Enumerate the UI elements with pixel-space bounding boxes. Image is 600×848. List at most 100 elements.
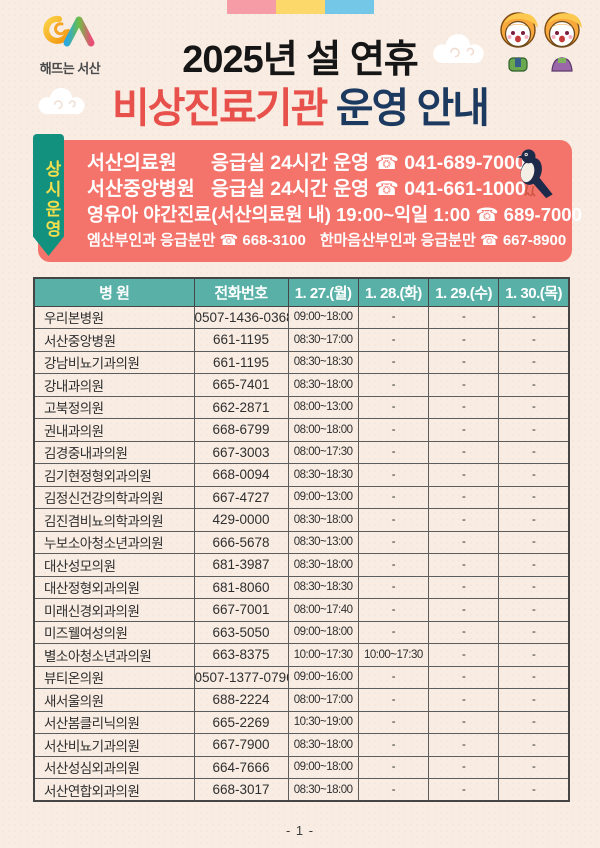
table-row: 서산성심외과의원 664-7666 09:00~18:00- - - (33, 755, 570, 779)
hours-cell: 09:00~18:00 (287, 305, 359, 329)
phone-cell: 0507-1436-0368 (193, 305, 289, 329)
hours-cell: - (427, 508, 500, 532)
phone-cell: 668-6799 (193, 418, 289, 442)
table-row: 김기현정형외과의원 668-0094 08:30~18:30- - - (33, 463, 570, 487)
table-row: 강내과의원 665-7401 08:30~18:00- - - (33, 373, 570, 397)
hospital-name-cell: 대산정형외과의원 (33, 575, 195, 599)
hospital-name-cell: 서산중앙병원 (33, 328, 195, 352)
hours-cell: - (357, 508, 430, 532)
hours-cell: - (357, 710, 430, 734)
hours-cell: - (427, 328, 500, 352)
hospital-name-cell: 서산비뇨기과의원 (33, 733, 195, 757)
phone-number: 689-7000 (503, 203, 582, 225)
bar-blue (325, 0, 374, 14)
phone-number: 041-689-7000 (404, 152, 526, 174)
bar-yellow (276, 0, 325, 14)
always-open-notice-box: 상시운영 서산의료원 응급실 24시간 운영 ☎ 041-689-7000 서산중… (33, 134, 582, 262)
cloud-icon (33, 86, 91, 121)
phone-cell: 665-7401 (193, 373, 289, 397)
phone-number: 668-3100 (242, 232, 306, 250)
phone-icon: ☎ (479, 232, 499, 250)
cloud-icon (427, 32, 491, 70)
table-row: 뷰티온의원 0507-1377-0796 09:00~16:00- - - (33, 665, 570, 689)
hours-cell: - (498, 395, 570, 419)
hours-cell: 09:00~16:00 (287, 665, 359, 689)
page-title-line1: 2025년 설 연휴 (182, 39, 419, 81)
hours-cell: 08:30~18:30 (287, 575, 359, 599)
hours-cell: 08:30~18:00 (287, 778, 359, 802)
phone-cell: 667-7001 (193, 598, 289, 622)
phone-cell: 667-7900 (193, 733, 289, 757)
hours-cell: - (498, 733, 570, 757)
hours-cell: - (427, 620, 500, 644)
top-color-bars (227, 0, 374, 14)
table-row: 우리본병원 0507-1436-0368 09:00~18:00- - - (33, 305, 570, 329)
table-row: 서산봄클리닉의원 665-2269 10:30~19:00- - - (33, 710, 570, 734)
table-row: 권내과의원 668-6799 08:00~18:00- - - (33, 418, 570, 442)
table-row: 대산정형외과의원 681-8060 08:30~18:30- - - (33, 575, 570, 599)
hospital-name-cell: 권내과의원 (33, 418, 195, 442)
hours-cell: 08:30~18:00 (287, 508, 359, 532)
hours-cell: - (357, 575, 430, 599)
col-header-hospital: 병 원 (33, 277, 195, 307)
hours-cell: 10:00~17:30 (357, 643, 430, 667)
phone-icon: ☎ (219, 232, 239, 250)
hospital-name-cell: 별소아청소년과의원 (33, 643, 195, 667)
hours-cell: - (357, 553, 430, 577)
hours-cell: - (357, 755, 430, 779)
col-header-mon: 1. 27.(월) (287, 277, 359, 307)
col-header-wed: 1. 29.(수) (427, 277, 500, 307)
hours-cell: - (357, 688, 430, 712)
hours-cell: - (498, 575, 570, 599)
hours-cell: - (498, 620, 570, 644)
hours-cell: - (498, 373, 570, 397)
phone-cell: 664-7666 (193, 755, 289, 779)
notice-line: 영유아 야간진료(서산의료원 내) 19:00~익일 1:00 ☎ 689-70… (87, 203, 582, 225)
table-row: 미즈웰여성의원 663-5050 09:00~18:00- - - (33, 620, 570, 644)
hours-cell: - (357, 598, 430, 622)
table-header-row: 병 원 전화번호 1. 27.(월) 1. 28.(화) 1. 29.(수) 1… (33, 277, 570, 307)
hospital-name-cell: 김진겸비뇨의학과의원 (33, 508, 195, 532)
hospital-name-cell: 김기현정형외과의원 (33, 463, 195, 487)
page-number: - 1 - (285, 823, 315, 838)
phone-number: 667-8900 (502, 232, 567, 250)
seosan-logo-icon (43, 15, 95, 47)
hours-cell: 10:00~17:30 (287, 643, 359, 667)
hospital-name-cell: 새서울의원 (33, 688, 195, 712)
hours-cell: 08:30~17:00 (287, 328, 359, 352)
hours-cell: - (427, 553, 500, 577)
hours-cell: - (427, 733, 500, 757)
hospital-hours-table: 병 원 전화번호 1. 27.(월) 1. 28.(화) 1. 29.(수) 1… (33, 277, 570, 802)
hospital-name-cell: 김정신건강의학과의원 (33, 485, 195, 509)
table-row: 서산연합외과의원 668-3017 08:30~18:00- - - (33, 778, 570, 802)
phone-cell: 663-5050 (193, 620, 289, 644)
hours-cell: - (427, 575, 500, 599)
col-header-tue: 1. 28.(화) (357, 277, 430, 307)
hours-cell: - (498, 508, 570, 532)
col-header-thu: 1. 30.(목) (498, 277, 570, 307)
magpie-icon (514, 148, 556, 205)
hours-cell: 09:00~18:00 (287, 755, 359, 779)
hours-cell: - (498, 485, 570, 509)
hours-cell: - (427, 305, 500, 329)
hospital-name-cell: 미즈웰여성의원 (33, 620, 195, 644)
table-row: 별소아청소년과의원 663-8375 10:00~17:30 10:00~17:30-… (33, 643, 570, 667)
phone-cell: 661-1195 (193, 350, 289, 374)
phone-cell: 666-5678 (193, 530, 289, 554)
notice-line: 서산의료원 응급실 24시간 운영 ☎ 041-689-7000 (87, 152, 526, 174)
hours-cell: - (357, 350, 430, 374)
phone-cell: 429-0000 (193, 508, 289, 532)
hours-cell: 09:00~18:00 (287, 620, 359, 644)
hours-cell: - (498, 598, 570, 622)
hospital-name-cell: 서산성심외과의원 (33, 755, 195, 779)
hours-cell: - (498, 440, 570, 464)
hours-cell: - (357, 305, 430, 329)
table-row: 김경중내과의원 667-3003 08:00~17:30- - - (33, 440, 570, 464)
hours-cell: - (427, 598, 500, 622)
phone-cell: 681-8060 (193, 575, 289, 599)
hospital-name-cell: 누보소아청소년과의원 (33, 530, 195, 554)
seosan-logo: 해뜨는 서산 (22, 12, 118, 77)
hours-cell: - (357, 373, 430, 397)
hours-cell: - (427, 643, 500, 667)
hours-cell: - (498, 328, 570, 352)
